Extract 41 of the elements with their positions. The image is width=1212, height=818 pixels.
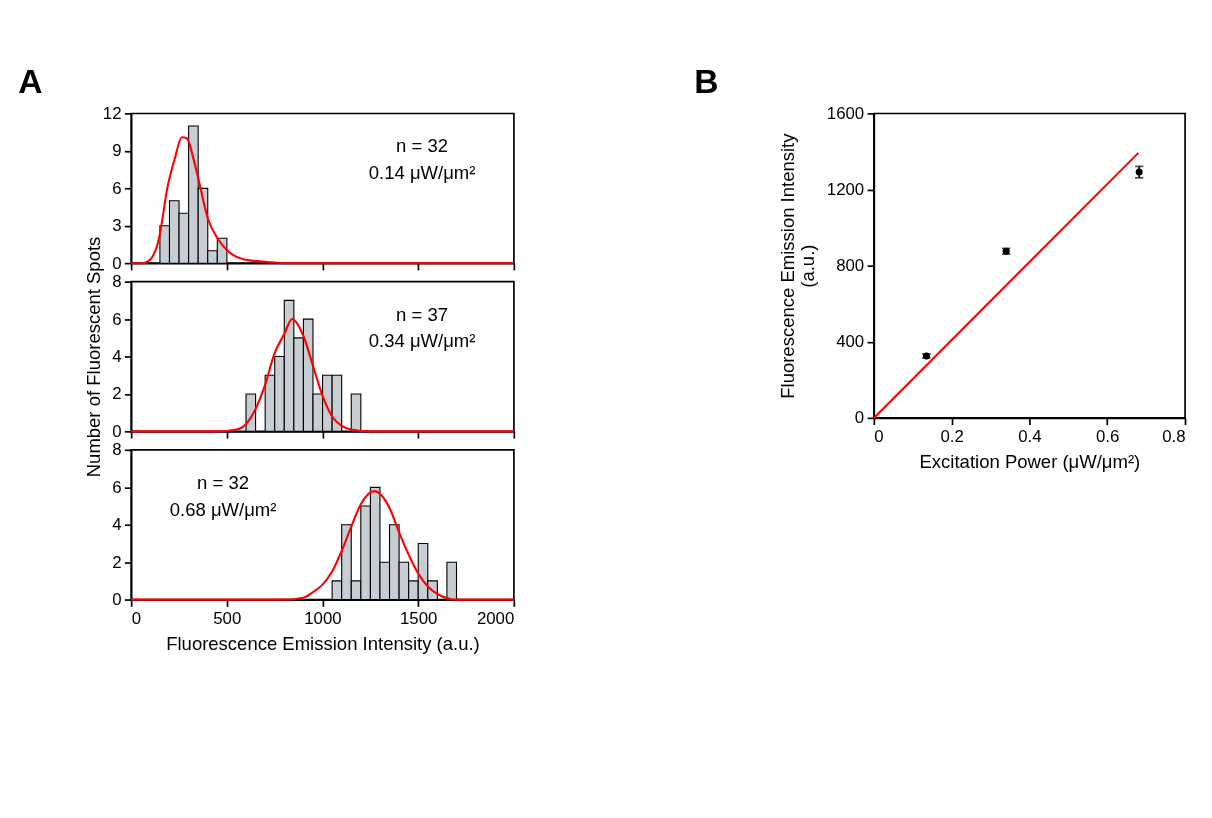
x-tick-label: 0.2 xyxy=(940,426,964,446)
annotation: 0.68 μW/μm² xyxy=(169,498,277,520)
annotation: n = 32 xyxy=(396,135,449,157)
y-tick-label: 8 xyxy=(112,272,122,292)
annotation: 0.34 μW/μm² xyxy=(368,330,476,352)
y-tick-label: 400 xyxy=(836,332,865,352)
x-tick-label: 0 xyxy=(874,426,884,446)
y-tick-label: 6 xyxy=(112,477,122,497)
y-tick-label: 1200 xyxy=(826,180,865,200)
y-tick-label: 12 xyxy=(102,103,122,123)
y-tick-label: 4 xyxy=(112,347,122,367)
y-tick-label: 6 xyxy=(112,309,122,329)
x-tick-label: 2000 xyxy=(476,608,515,628)
x-tick-label: 1000 xyxy=(304,608,342,628)
annotation: 0.14 μW/μm² xyxy=(368,162,476,184)
annotation: n = 37 xyxy=(396,303,449,325)
y-tick-label: 8 xyxy=(112,440,122,460)
x-axis-title: Excitation Power (μW/μm²) xyxy=(919,451,1141,472)
y-tick-label: 4 xyxy=(112,515,122,535)
x-tick-label: 500 xyxy=(213,608,242,628)
y-tick-label: 3 xyxy=(112,216,122,236)
y-tick-label: 800 xyxy=(836,256,865,276)
x-tick-label: 0 xyxy=(131,608,141,628)
chart-title: A xyxy=(18,63,43,101)
y-tick-label: 9 xyxy=(112,141,122,161)
x-tick-label: 0.6 xyxy=(1096,426,1120,446)
y-tick-label: 0 xyxy=(112,253,122,273)
y-tick-label: 2 xyxy=(112,384,122,404)
x-tick-label: 0.8 xyxy=(1162,426,1186,446)
chart-title: B xyxy=(694,63,719,101)
y-tick-label: 0 xyxy=(854,408,865,428)
y-tick-label: 6 xyxy=(112,178,122,198)
y-tick-label: 0 xyxy=(112,590,122,610)
x-axis-title: Fluorescence Emission Intensity (a.u.) xyxy=(166,632,480,654)
y-tick-label: 1600 xyxy=(826,103,865,123)
x-tick-label: 1500 xyxy=(399,608,438,628)
annotation: n = 32 xyxy=(197,471,250,493)
y-axis-title: Fluorescence Emission Intensity (a.u.) xyxy=(776,132,819,399)
y-tick-label: 2 xyxy=(112,552,122,572)
y-axis-title: Number of Fluorescent Spots xyxy=(82,236,104,478)
x-tick-label: 0.4 xyxy=(1018,426,1042,446)
